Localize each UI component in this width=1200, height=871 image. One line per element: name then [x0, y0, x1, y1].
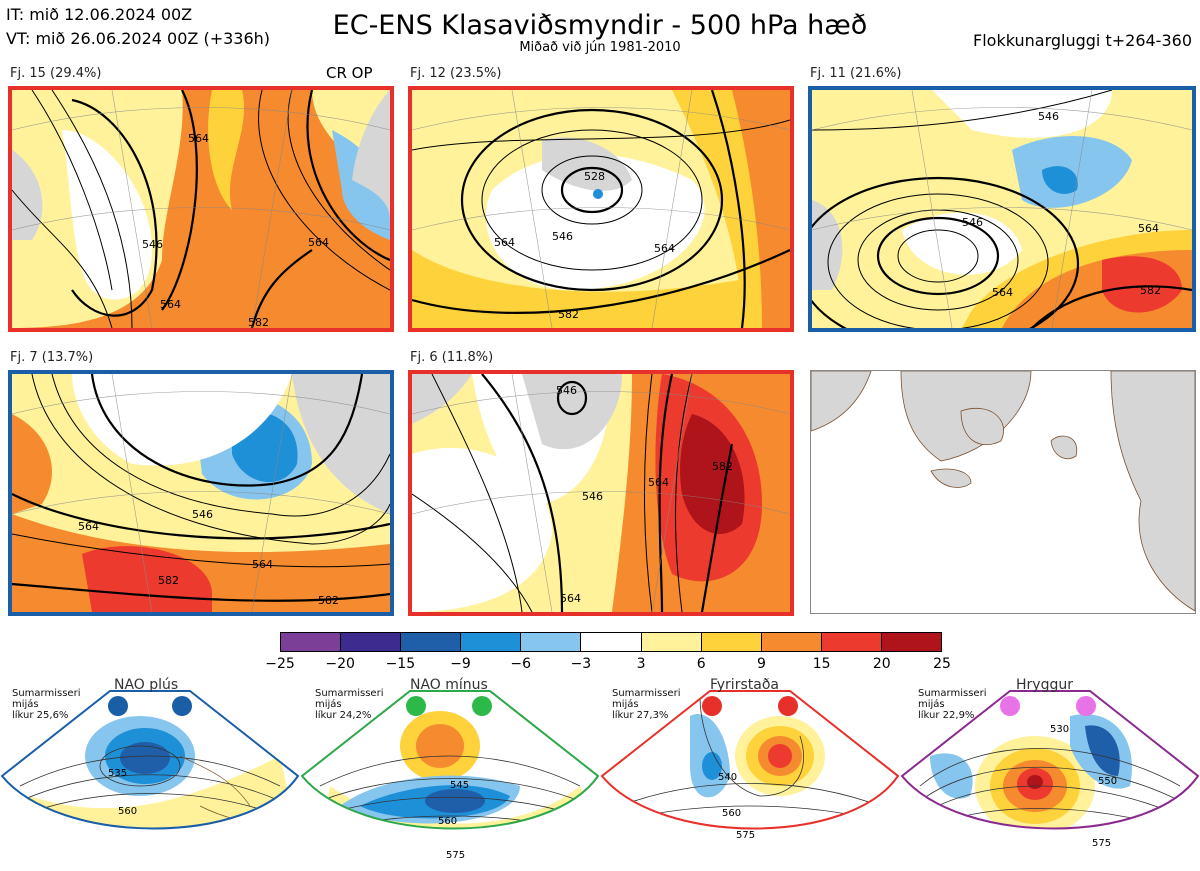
regime-3-title: Fyrirstaða: [710, 677, 779, 693]
panel-4-label: Fj. 7 (13.7%): [10, 350, 94, 365]
svg-text:530: 530: [1050, 724, 1069, 735]
empty-reference-map: [810, 370, 1196, 614]
colorbar-segment: [460, 633, 521, 651]
svg-text:535: 535: [108, 768, 127, 779]
svg-text:560: 560: [118, 806, 137, 817]
colorbar-segment: [400, 633, 461, 651]
panel-3-label: Fj. 11 (21.6%): [810, 66, 902, 81]
classification-window-label: Flokkunargluggi t+264-360: [973, 31, 1192, 50]
svg-text:546: 546: [556, 384, 577, 397]
svg-text:564: 564: [560, 592, 581, 605]
svg-text:564: 564: [252, 558, 273, 571]
svg-text:575: 575: [446, 850, 465, 861]
colorbar-segment: [640, 633, 701, 651]
svg-text:550: 550: [1098, 776, 1117, 787]
colorbar-tick-label: −3: [570, 656, 592, 672]
panel-1-label: Fj. 15 (29.4%): [10, 66, 102, 81]
colorbar-tick-label: 20: [872, 656, 891, 672]
colorbar-ticks: −25 −20 −15 −9 −6 −3 3 6 9 15 20 25: [0, 656, 1200, 676]
colorbar-segment: [580, 633, 641, 651]
cluster-map-5: 546 546 564 564 582: [408, 370, 794, 616]
regime-4-info: Sumarmisseri mijás líkur 22,9%: [918, 688, 987, 721]
colorbar-segment: [880, 633, 942, 651]
svg-text:564: 564: [992, 286, 1013, 299]
colorbar-segment: [281, 633, 341, 651]
svg-text:546: 546: [552, 230, 573, 243]
colorbar-tick-label: −9: [450, 656, 471, 672]
colorbar-segment: [820, 633, 881, 651]
svg-text:582: 582: [318, 594, 339, 607]
regime-2-info: Sumarmisseri mijás líkur 24,2%: [315, 688, 384, 721]
regime-3-dot-left: [702, 696, 722, 716]
regime-2-title: NAO mínus: [410, 677, 488, 693]
svg-text:546: 546: [192, 508, 213, 521]
regime-2-dot-right: [472, 696, 492, 716]
cr-op-label: CR OP: [326, 64, 373, 82]
svg-text:540: 540: [718, 772, 737, 783]
page-subtitle: Miðað við jún 1981-2010: [519, 40, 681, 55]
colorbar-tick-label: −25: [265, 656, 295, 672]
svg-text:582: 582: [558, 308, 579, 321]
colorbar-tick-label: −6: [510, 656, 532, 672]
regime-2-dot-left: [406, 696, 426, 716]
colorbar-segment: [340, 633, 401, 651]
regime-4-dot-right: [1076, 696, 1096, 716]
regime-4-dot-left: [1000, 696, 1020, 716]
svg-text:582: 582: [248, 316, 269, 328]
svg-text:575: 575: [736, 830, 755, 841]
svg-text:575: 575: [1092, 838, 1111, 849]
colorbar-tick-label: 3: [636, 656, 646, 672]
svg-text:582: 582: [1140, 284, 1161, 297]
colorbar-segment: [520, 633, 581, 651]
colorbar-tick-label: 9: [756, 656, 766, 672]
svg-text:545: 545: [450, 780, 469, 791]
regime-3-dot-right: [778, 696, 798, 716]
regime-4-title: Hryggur: [1016, 677, 1073, 693]
panel-5-label: Fj. 6 (11.8%): [410, 350, 494, 365]
svg-text:564: 564: [160, 298, 181, 311]
regime-3-info: Sumarmisseri mijás líkur 27,3%: [612, 688, 681, 721]
colorbar-tick-label: 15: [812, 656, 831, 672]
panel-2-label: Fj. 12 (23.5%): [410, 66, 502, 81]
svg-text:546: 546: [962, 216, 983, 229]
colorbar: [280, 632, 942, 652]
regime-1-info: Sumarmisseri mijás líkur 25,6%: [12, 688, 81, 721]
svg-text:528: 528: [584, 170, 605, 183]
regime-1-dot-left: [108, 696, 128, 716]
colorbar-segment: [760, 633, 821, 651]
svg-text:546: 546: [582, 490, 603, 503]
regime-1-title: NAO plús: [114, 677, 179, 693]
valid-time-label: VT: mið 26.06.2024 00Z (+336h): [6, 29, 271, 48]
colorbar-tick-label: 6: [696, 656, 706, 672]
colorbar-segment: [700, 633, 761, 651]
contour-label: 546: [142, 238, 163, 251]
svg-text:546: 546: [1038, 110, 1059, 123]
cluster-map-4: 546 564 564 582 582: [8, 370, 394, 616]
svg-text:560: 560: [722, 808, 741, 819]
cluster-map-1: 546 564 564 564 582: [8, 86, 394, 332]
page-title: EC-ENS Klasaviðsmyndir - 500 hPa hæð: [332, 10, 868, 41]
svg-text:564: 564: [648, 476, 669, 489]
svg-text:564: 564: [494, 236, 515, 249]
svg-text:582: 582: [712, 460, 733, 473]
regime-row: 535 560 545 560 575: [0, 676, 1200, 871]
svg-text:560: 560: [438, 816, 457, 827]
initial-time-label: IT: mið 12.06.2024 00Z: [6, 5, 193, 24]
svg-text:564: 564: [308, 236, 329, 249]
regime-1-dot-right: [172, 696, 192, 716]
colorbar-tick-label: −15: [385, 656, 416, 672]
colorbar-tick-label: 25: [933, 656, 951, 672]
svg-text:564: 564: [78, 520, 99, 533]
regime-1-map: [2, 691, 298, 829]
svg-text:564: 564: [188, 132, 209, 145]
cluster-map-2: 528 546 564 564 582: [408, 86, 794, 332]
cluster-map-3: 546 546 564 564 582: [808, 86, 1196, 332]
svg-text:582: 582: [158, 574, 179, 587]
colorbar-tick-label: −20: [325, 656, 355, 672]
svg-text:564: 564: [1138, 222, 1159, 235]
svg-text:564: 564: [654, 242, 675, 255]
